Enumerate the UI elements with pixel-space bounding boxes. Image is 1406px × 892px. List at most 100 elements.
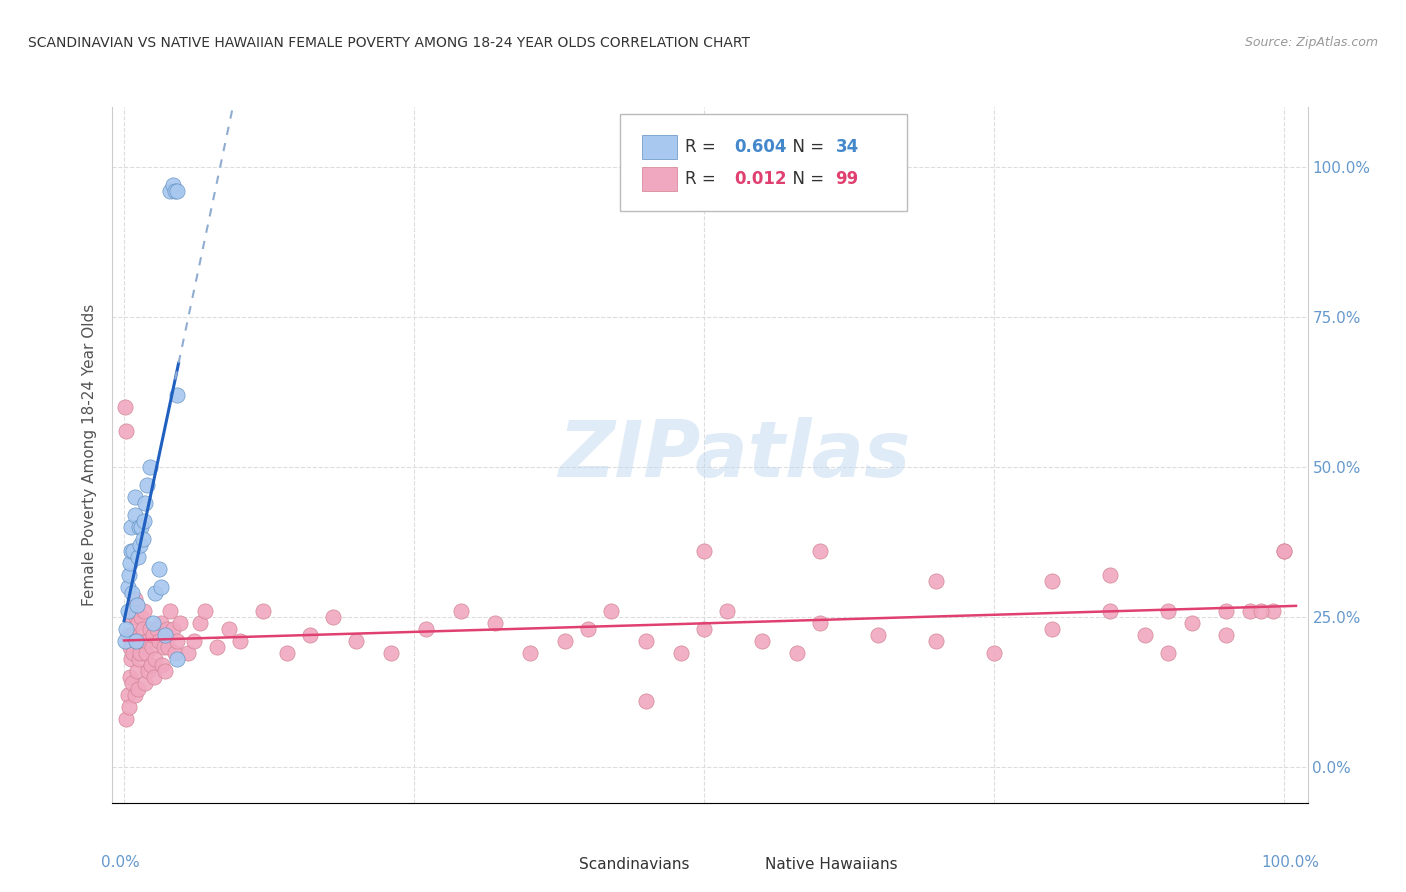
Point <box>183 633 205 648</box>
Point <box>1157 646 1180 660</box>
Point <box>716 604 738 618</box>
Point <box>124 490 146 504</box>
Point <box>519 646 541 660</box>
Point <box>122 646 145 660</box>
Point <box>115 622 138 636</box>
Point <box>131 520 153 534</box>
Point <box>125 598 148 612</box>
Point <box>120 544 142 558</box>
Point <box>188 615 211 630</box>
Point <box>600 604 623 618</box>
Point <box>150 657 173 672</box>
Point <box>122 544 145 558</box>
Point <box>1099 567 1122 582</box>
Point <box>122 604 145 618</box>
Point <box>131 610 153 624</box>
Point <box>117 604 139 618</box>
Point <box>125 633 148 648</box>
Point <box>1040 622 1063 636</box>
Text: R =: R = <box>685 169 721 187</box>
Point <box>120 610 142 624</box>
Point <box>125 664 148 678</box>
Point <box>177 646 200 660</box>
Point <box>169 615 191 630</box>
Y-axis label: Female Poverty Among 18-24 Year Olds: Female Poverty Among 18-24 Year Olds <box>82 304 97 606</box>
Point <box>131 532 153 546</box>
FancyBboxPatch shape <box>534 853 572 875</box>
Point <box>1272 544 1295 558</box>
Point <box>120 520 142 534</box>
Point <box>132 604 155 618</box>
Point <box>298 628 321 642</box>
Point <box>125 633 148 648</box>
Point <box>127 681 149 696</box>
Point <box>117 688 139 702</box>
Text: 100.0%: 100.0% <box>1261 855 1320 870</box>
Point <box>1099 604 1122 618</box>
Point <box>129 538 152 552</box>
Point <box>138 459 160 474</box>
Point <box>118 670 141 684</box>
FancyBboxPatch shape <box>643 135 676 159</box>
Point <box>117 580 139 594</box>
Point <box>576 622 599 636</box>
Point <box>166 184 188 198</box>
Point <box>148 562 170 576</box>
Point <box>143 670 166 684</box>
Point <box>165 184 187 198</box>
Point <box>218 622 240 636</box>
Point <box>114 633 136 648</box>
Point <box>380 646 402 660</box>
Point <box>118 567 141 582</box>
Point <box>138 664 160 678</box>
Text: ZIPatlas: ZIPatlas <box>558 417 910 493</box>
Point <box>450 604 472 618</box>
Point <box>134 676 156 690</box>
FancyBboxPatch shape <box>643 167 676 191</box>
Point <box>669 646 692 660</box>
Point <box>145 586 167 600</box>
Point <box>1239 604 1261 618</box>
Point <box>636 694 658 708</box>
Point <box>693 544 716 558</box>
Point <box>134 496 156 510</box>
Text: SCANDINAVIAN VS NATIVE HAWAIIAN FEMALE POVERTY AMONG 18-24 YEAR OLDS CORRELATION: SCANDINAVIAN VS NATIVE HAWAIIAN FEMALE P… <box>28 36 751 50</box>
Point <box>145 652 167 666</box>
FancyBboxPatch shape <box>720 853 758 875</box>
Point <box>751 633 773 648</box>
Point <box>162 622 184 636</box>
FancyBboxPatch shape <box>620 114 907 211</box>
Point <box>1157 604 1180 618</box>
Point <box>129 646 152 660</box>
Point <box>344 633 367 648</box>
Point <box>868 628 890 642</box>
Point <box>118 640 141 654</box>
Text: N =: N = <box>782 137 830 156</box>
Point <box>136 633 159 648</box>
Point <box>159 604 181 618</box>
Point <box>141 640 163 654</box>
Point <box>983 646 1005 660</box>
Text: 34: 34 <box>835 137 859 156</box>
Point <box>1040 574 1063 588</box>
Point <box>166 652 188 666</box>
Point <box>808 544 831 558</box>
Point <box>145 622 167 636</box>
Point <box>166 388 188 402</box>
Point <box>153 664 176 678</box>
Point <box>162 178 184 192</box>
Point <box>124 508 146 522</box>
Text: 0.012: 0.012 <box>734 169 786 187</box>
Point <box>194 604 217 618</box>
Point <box>117 628 139 642</box>
Point <box>124 591 146 606</box>
Point <box>114 400 136 414</box>
Point <box>127 549 149 564</box>
Text: 0.0%: 0.0% <box>101 855 139 870</box>
Point <box>131 633 153 648</box>
Point <box>925 574 948 588</box>
Point <box>1272 544 1295 558</box>
Point <box>124 688 146 702</box>
Point <box>142 628 165 642</box>
Point <box>693 622 716 636</box>
